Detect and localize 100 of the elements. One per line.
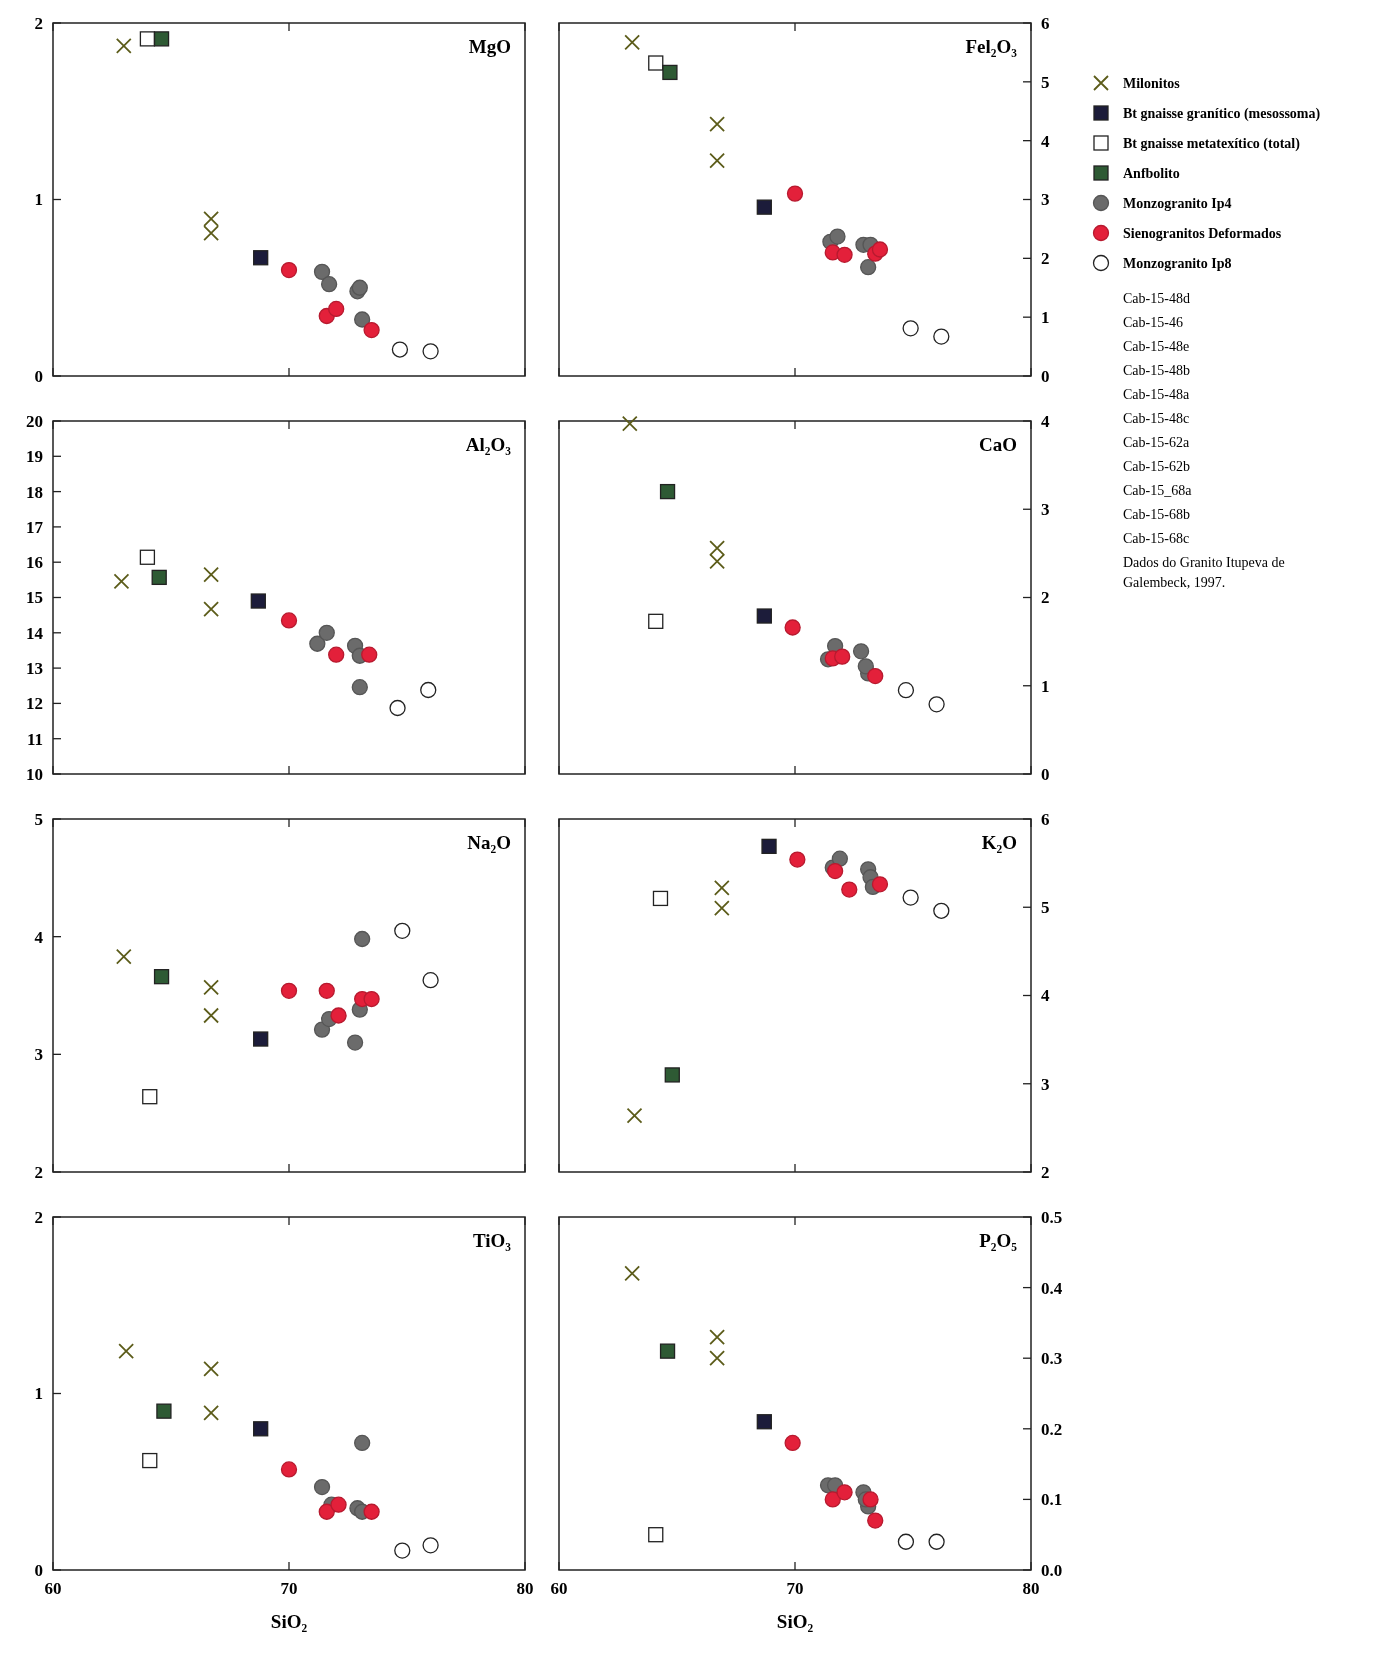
legend-label: Sienogranitos Deformados: [1123, 225, 1282, 241]
point: [624, 1265, 641, 1282]
point: [933, 328, 950, 345]
point: [652, 890, 669, 907]
text: Cab-15-48e: [1123, 339, 1190, 354]
point: [151, 569, 167, 586]
point: [420, 681, 437, 699]
y-tick-label: 2: [34, 1207, 43, 1227]
x-tick-label: 70: [786, 1579, 804, 1598]
point: [664, 1067, 680, 1083]
x-axis-title: SiO₂: [270, 1611, 308, 1632]
y-tick-label: 10: [26, 764, 43, 784]
point: [363, 1503, 380, 1520]
point: [756, 1414, 772, 1430]
point: [659, 1343, 676, 1359]
text: Dados do Granito Itupeva de Galembeck, 1997.: [1123, 555, 1285, 590]
text: Cab-15-48b: [1123, 363, 1190, 378]
point: [250, 593, 266, 609]
legend-label: Monzogranito Ip8: [1123, 255, 1232, 271]
point: [153, 969, 170, 985]
point: [662, 64, 678, 81]
x-tick-label: 70: [280, 1579, 298, 1598]
point: [928, 1533, 945, 1550]
point: [389, 699, 406, 717]
point: [363, 990, 380, 1008]
text: Cab-15-62b: [1123, 459, 1190, 474]
x-tick-label: 60: [550, 1579, 568, 1598]
point: [867, 667, 884, 685]
point: [142, 1089, 158, 1105]
point: [860, 259, 877, 276]
point: [280, 1461, 298, 1478]
point: [624, 34, 641, 51]
text: Fel₂O₃: [965, 36, 1018, 57]
point: [313, 1478, 331, 1496]
point: [928, 696, 945, 713]
point: [871, 241, 889, 258]
point: [756, 608, 772, 624]
text: TiO₃: [472, 1230, 512, 1251]
point: [391, 341, 409, 358]
point: [203, 566, 220, 583]
point: [933, 902, 950, 919]
point: [897, 682, 915, 699]
y-tick-label: 0: [34, 366, 43, 386]
y-tick-label: 1: [1041, 676, 1050, 696]
point: [203, 601, 220, 618]
point: [320, 276, 338, 293]
text: Cab-15-62a: [1123, 435, 1190, 450]
point: [789, 851, 806, 868]
point: [113, 573, 130, 590]
text: P₂O₅: [979, 1230, 1018, 1251]
y-tick-label: 13: [26, 659, 43, 679]
point: [354, 1434, 371, 1452]
y-tick-label: 1: [1041, 308, 1050, 328]
point: [709, 116, 726, 133]
y-tick-label: 4: [1041, 131, 1050, 151]
point: [648, 55, 664, 71]
y-tick-label: 1: [34, 190, 43, 210]
y-tick-label: 1: [34, 1384, 43, 1404]
text: Na₂O: [467, 832, 511, 853]
x-tick-label: 60: [44, 1579, 62, 1598]
y-tick-label: 2: [1041, 588, 1050, 608]
x-tick-label: 80: [516, 1579, 534, 1598]
text: CaO: [979, 434, 1017, 455]
point: [862, 1491, 879, 1508]
point: [857, 658, 874, 675]
point: [142, 1452, 158, 1469]
y-tick-label: 4: [1041, 986, 1050, 1006]
y-tick-label: 19: [26, 447, 43, 467]
point: [115, 948, 132, 965]
x-tick-label: 80: [1022, 1579, 1040, 1598]
y-tick-label: 2: [34, 13, 43, 33]
x-axis-title: SiO₂: [776, 1611, 814, 1632]
y-tick-label: 16: [26, 553, 43, 573]
y-tick-label: 6: [1041, 13, 1050, 33]
point: [139, 31, 156, 47]
y-tick-label: 20: [26, 411, 43, 431]
text: Cab-15-48c: [1123, 411, 1190, 426]
y-tick-label: 0: [34, 1560, 43, 1580]
y-tick-label: 15: [26, 588, 43, 608]
y-tick-label: 5: [34, 809, 43, 829]
text: Cab-15-48a: [1123, 387, 1190, 402]
y-tick-label: 3: [34, 1045, 43, 1065]
point: [713, 879, 730, 896]
point: [253, 250, 269, 266]
legend-label: Bt gnaisse metatexítico (total): [1123, 135, 1301, 152]
point: [139, 549, 156, 565]
y-tick-label: 2: [34, 1162, 43, 1182]
point: [422, 972, 439, 989]
point: [318, 1503, 335, 1520]
y-tick-label: 5: [1041, 72, 1050, 92]
point: [354, 930, 371, 948]
y-tick-label: 2: [1041, 1162, 1050, 1182]
y-tick-label: 4: [1041, 411, 1050, 431]
point: [203, 1405, 220, 1421]
point: [902, 889, 919, 906]
point: [709, 1329, 726, 1345]
point: [203, 1007, 220, 1024]
point: [156, 1403, 172, 1419]
y-tick-label: 6: [1041, 809, 1050, 829]
text: MgO: [468, 36, 511, 57]
